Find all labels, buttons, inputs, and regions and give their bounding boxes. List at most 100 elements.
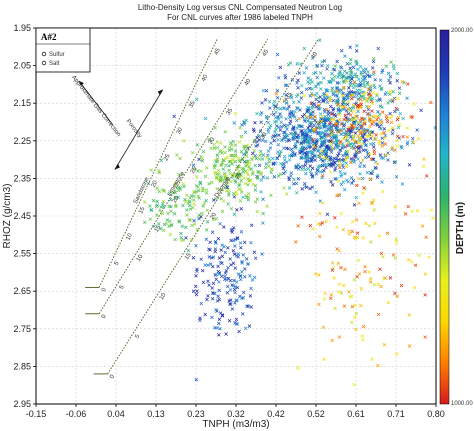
data-point: [293, 142, 298, 146]
data-point: [295, 165, 299, 170]
data-point: [311, 93, 315, 97]
data-point: [351, 74, 355, 79]
data-point: [278, 128, 283, 132]
data-point: [372, 119, 376, 124]
data-point: [350, 77, 354, 81]
data-point: [302, 135, 307, 140]
data-point: [196, 169, 200, 173]
data-point: [314, 272, 318, 276]
data-point: [429, 100, 433, 105]
data-point: [401, 134, 405, 139]
data-point: [174, 181, 178, 185]
data-point: [344, 134, 349, 139]
data-point: [173, 204, 178, 209]
porosity-tick-label: 35: [188, 100, 197, 109]
data-point: [341, 227, 346, 232]
data-point: [348, 135, 353, 139]
data-point: [376, 110, 380, 114]
data-point: [227, 164, 231, 168]
data-point: [378, 98, 383, 102]
data-point: [238, 241, 243, 245]
data-point: [259, 170, 263, 175]
data-point: [342, 105, 347, 109]
data-point: [286, 123, 290, 128]
data-point: [343, 113, 348, 117]
data-point: [362, 122, 366, 126]
data-point: [311, 138, 316, 142]
data-point: [226, 246, 230, 250]
data-point: [266, 149, 271, 153]
data-point: [225, 155, 230, 160]
data-point: [229, 180, 233, 184]
data-point: [155, 203, 159, 208]
data-point: [345, 61, 350, 66]
data-point: [364, 129, 368, 133]
data-point: [354, 49, 359, 53]
data-point: [355, 231, 360, 235]
data-point: [246, 177, 250, 181]
data-point: [335, 99, 339, 104]
data-point: [349, 74, 353, 78]
data-point: [310, 174, 315, 178]
data-point: [333, 64, 337, 68]
data-point: [376, 363, 380, 368]
data-point: [354, 195, 359, 200]
data-point: [251, 155, 255, 159]
data-point: [362, 186, 366, 190]
data-point: [365, 170, 369, 175]
data-point: [328, 80, 333, 85]
data-point: [249, 240, 253, 245]
legend-sulfur-label: Sulfur: [49, 52, 65, 58]
data-point: [309, 101, 314, 106]
data-point: [235, 236, 240, 241]
data-point: [188, 207, 193, 211]
porosity-tick-label: 5: [114, 260, 121, 266]
data-point: [229, 153, 233, 158]
data-point: [339, 75, 344, 80]
data-point: [416, 136, 421, 141]
data-point: [421, 164, 426, 169]
data-point: [351, 136, 356, 140]
data-point: [360, 94, 364, 99]
data-point: [361, 135, 365, 139]
data-point: [383, 152, 388, 157]
data-point: [329, 116, 334, 120]
data-point: [350, 96, 354, 101]
data-point: [377, 124, 382, 129]
data-point: [220, 261, 224, 265]
data-point: [276, 75, 281, 80]
data-point: [261, 211, 265, 216]
data-point: [423, 293, 427, 297]
data-point: [340, 158, 344, 162]
data-point: [366, 154, 371, 159]
data-point: [317, 125, 322, 130]
data-point: [375, 175, 380, 179]
data-point: [355, 93, 360, 98]
data-point: [348, 83, 353, 87]
data-point: [325, 64, 330, 68]
data-point: [244, 169, 248, 173]
data-point: [192, 222, 197, 226]
data-point: [354, 327, 358, 332]
data-point: [239, 173, 244, 178]
data-point: [269, 170, 273, 175]
data-point: [231, 225, 236, 230]
data-point: [177, 220, 181, 224]
arrow-head-icon: [78, 80, 84, 86]
data-point: [223, 150, 227, 155]
data-point: [350, 181, 354, 185]
data-point: [191, 205, 195, 210]
data-point: [376, 115, 381, 120]
data-point: [224, 278, 229, 282]
data-point: [344, 109, 349, 113]
data-point: [260, 101, 264, 105]
data-point: [313, 115, 317, 119]
y-tick-label: 2.05: [13, 61, 31, 71]
data-point: [370, 122, 374, 126]
data-point: [324, 117, 328, 121]
data-point: [350, 229, 354, 234]
data-point: [229, 263, 233, 267]
data-point: [363, 265, 367, 269]
data-point: [308, 134, 313, 139]
data-point: [335, 225, 339, 230]
